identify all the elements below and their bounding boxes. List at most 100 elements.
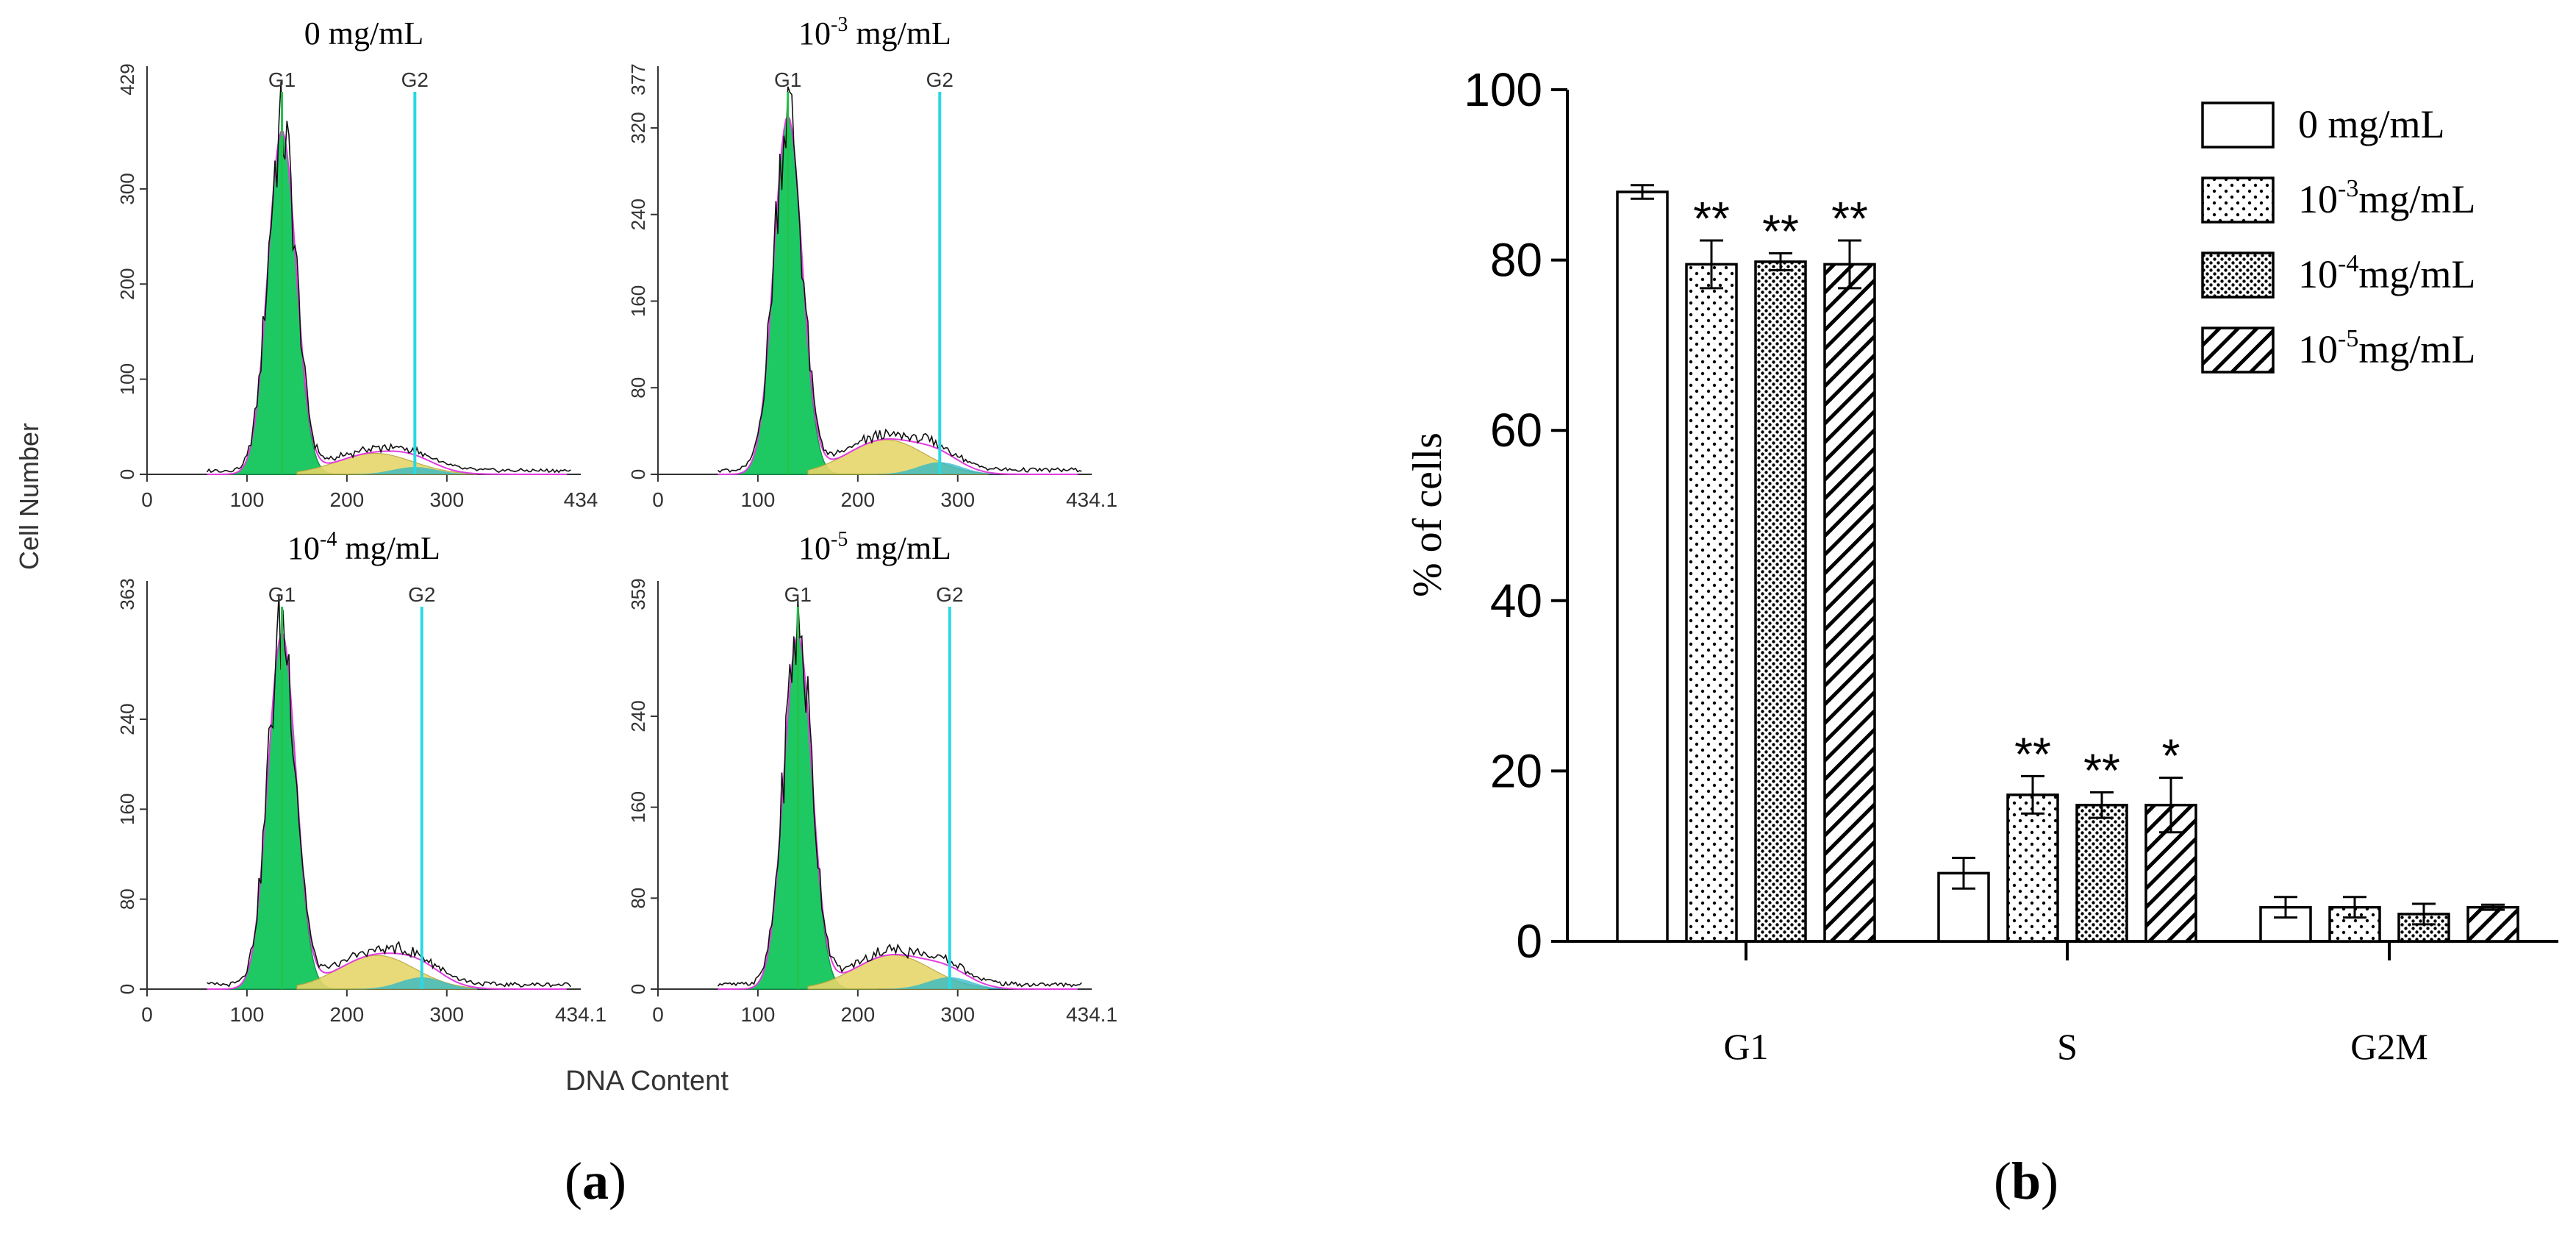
histogram-g2-fill: [857, 462, 1038, 474]
x-tick-label: S: [2057, 1026, 2078, 1067]
histogram-x-tick-label: 200: [330, 488, 365, 511]
histogram-data-trace: [717, 598, 1082, 988]
histogram-title: 10-5 mg/mL: [798, 528, 951, 566]
histogram-y-tick-label: 240: [116, 703, 138, 735]
histogram-y-tick-label: 100: [116, 363, 138, 395]
legend-label-base: 10: [2298, 327, 2338, 371]
histogram-x-tick-label: 0: [652, 488, 664, 511]
histogram-x-tick-label: 100: [230, 1003, 265, 1026]
panel-a-xlabel: DNA Content: [565, 1066, 729, 1096]
histogram-3: 10-5 mg/mL 0 80 160 240 359 0 100 200 300 434.1 G1 G…: [627, 528, 1117, 1026]
legend-swatch: [2201, 101, 2275, 149]
legend-label-exponent: -3: [2338, 175, 2358, 202]
legend-label-base: 10: [2298, 252, 2338, 296]
histogram-g1-fill: [207, 132, 368, 475]
histogram-data-trace: [717, 86, 1082, 474]
histogram-title-unit: mg/mL: [337, 530, 440, 566]
histogram-y-tick-label: 320: [627, 112, 649, 143]
histogram-y-tick-label: 160: [627, 285, 649, 317]
panel-a-label: (a): [565, 1152, 626, 1210]
histogram-title-unit: mg/mL: [848, 530, 951, 566]
legend-label: 10-4mg/mL: [2298, 250, 2475, 296]
histogram-y-tick-label: 240: [627, 199, 649, 230]
legend-label: 10-5mg/mL: [2298, 325, 2475, 371]
significance-marker: **: [2014, 727, 2051, 780]
histogram-title-base: 10: [798, 15, 831, 51]
significance-marker: **: [2083, 743, 2120, 796]
legend-label-base: 0 mg/mL: [2298, 102, 2445, 146]
histogram-y-max-label: 363: [116, 578, 138, 610]
histogram-1: 10-3 mg/mL 0 80 160 240 320 377 0 100 200 300 434.1…: [627, 13, 1117, 511]
y-axis-label: % of cells: [1405, 432, 1450, 597]
histogram-model-envelope: [718, 114, 1078, 475]
histogram-g1-label: G1: [268, 68, 296, 91]
y-tick-label: 60: [1490, 404, 1542, 457]
histogram-title: 10-3 mg/mL: [798, 13, 951, 51]
histogram-g2-label: G2: [401, 68, 429, 91]
histogram-data-trace: [206, 81, 571, 474]
histogram-y-tick-label: 0: [116, 469, 138, 479]
histogram-x-tick-label: 0: [141, 488, 153, 511]
y-tick-label: 40: [1490, 574, 1542, 627]
significance-marker: *: [2162, 730, 2180, 782]
histogram-g1-fill: [718, 115, 879, 475]
histogram-g2-fill: [346, 977, 527, 989]
legend-swatch: [2201, 327, 2275, 374]
bar-g2m-3: [2466, 905, 2519, 943]
significance-marker: **: [1693, 192, 1730, 245]
histogram-y-tick-label: 300: [116, 173, 138, 204]
histogram-x-max-label: 434.1: [1066, 1003, 1117, 1026]
legend-swatch: [2201, 176, 2275, 224]
histogram-g2-fill: [346, 467, 527, 474]
legend-swatch: [2201, 252, 2275, 299]
legend-label-exponent: -4: [2338, 250, 2358, 277]
significance-marker: **: [1762, 204, 1799, 257]
significance-marker: **: [1831, 192, 1868, 245]
histogram-y-max-label: 359: [627, 578, 649, 610]
histogram-x-tick-label: 200: [840, 488, 875, 511]
histogram-x-tick-label: 100: [741, 1003, 776, 1026]
histogram-y-tick-label: 80: [627, 888, 649, 909]
histogram-x-tick-label: 0: [141, 1003, 153, 1026]
histogram-x-tick-label: 200: [329, 1003, 364, 1026]
histogram-x-tick-label: 100: [741, 488, 776, 511]
histogram-y-max-label: 429: [116, 63, 138, 95]
histogram-title-exponent: -5: [831, 528, 848, 551]
bar-s-1: [2006, 793, 2059, 943]
histogram-title-unit: mg/mL: [848, 15, 951, 51]
histogram-x-tick-label: 300: [940, 1003, 975, 1026]
y-tick-label: 20: [1490, 744, 1542, 797]
y-tick-label: 80: [1490, 234, 1542, 287]
y-tick-label: 0: [1516, 915, 1542, 968]
x-tick-label: G1: [1723, 1026, 1768, 1067]
histogram-y-tick-label: 80: [627, 377, 649, 399]
bar-g1-0: [1616, 190, 1669, 943]
legend-label-unit: mg/mL: [2358, 177, 2475, 221]
histogram-g1-label: G1: [774, 68, 801, 91]
histogram-x-max-label: 434.1: [1066, 488, 1117, 511]
histogram-g2-fill: [857, 977, 1038, 989]
x-tick-label: G2M: [2350, 1026, 2428, 1067]
histogram-y-tick-label: 0: [627, 984, 649, 994]
histogram-title-base: 0 mg/mL: [304, 15, 424, 51]
histogram-y-max-label: 377: [627, 63, 649, 95]
histogram-title-exponent: -3: [831, 13, 848, 36]
histogram-g2-label: G2: [936, 583, 963, 606]
histogram-y-tick-label: 160: [627, 791, 649, 823]
histogram-g2-label: G2: [926, 68, 954, 91]
histogram-y-tick-label: 240: [627, 700, 649, 732]
legend-label-unit: mg/mL: [2358, 252, 2475, 296]
legend-label-base: 10: [2298, 177, 2338, 221]
histogram-x-max-label: 434.1: [555, 1003, 607, 1026]
histogram-x-tick-label: 300: [429, 488, 464, 511]
histogram-model-envelope: [207, 633, 567, 990]
histogram-x-tick-label: 100: [230, 488, 265, 511]
histogram-y-tick-label: 0: [116, 984, 138, 994]
histogram-g2-label: G2: [408, 583, 435, 606]
histogram-y-tick-label: 200: [116, 268, 138, 300]
legend-label-exponent: -5: [2338, 325, 2358, 352]
histogram-title: 10-4 mg/mL: [287, 528, 440, 566]
histogram-g1-label: G1: [784, 583, 812, 606]
histogram-g1-label: G1: [268, 583, 296, 606]
bar-g1-2: [1754, 260, 1807, 943]
